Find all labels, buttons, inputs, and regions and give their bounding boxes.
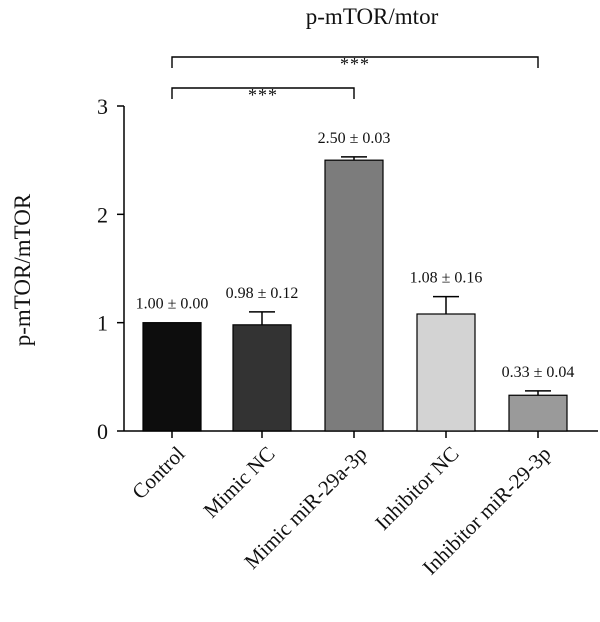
y-tick-label: 2 xyxy=(97,202,108,227)
bar xyxy=(508,394,568,432)
bar xyxy=(142,322,202,432)
significance-label: *** xyxy=(248,85,278,105)
y-tick-label: 0 xyxy=(97,419,108,444)
plot-area: 0 1 2 3 1.00 ± 0.00 Control 0.98 ± 0.12 Mimic N… xyxy=(97,54,598,579)
data-label: 0.98 ± 0.12 xyxy=(226,285,299,302)
significance-bracket xyxy=(171,87,355,99)
data-label: 1.08 ± 0.16 xyxy=(410,270,483,287)
bar xyxy=(232,324,292,432)
data-label: 0.33 ± 0.04 xyxy=(502,364,575,381)
x-tick-label: Control xyxy=(127,441,189,503)
y-tick-label: 1 xyxy=(97,311,108,336)
chart-title: p-mTOR/mtor xyxy=(306,4,439,29)
x-tick-label: Inhibitor NC xyxy=(370,442,463,535)
significance-label: *** xyxy=(340,54,370,74)
y-tick-label: 3 xyxy=(97,94,108,119)
y-axis-label: p-mTOR/mTOR xyxy=(10,193,35,346)
x-tick-label: Mimic NC xyxy=(199,442,280,523)
data-label: 2.50 ± 0.03 xyxy=(318,130,391,147)
data-label: 1.00 ± 0.00 xyxy=(136,296,209,313)
significance-bracket xyxy=(171,56,539,68)
bar xyxy=(324,159,384,432)
bar xyxy=(416,313,476,432)
